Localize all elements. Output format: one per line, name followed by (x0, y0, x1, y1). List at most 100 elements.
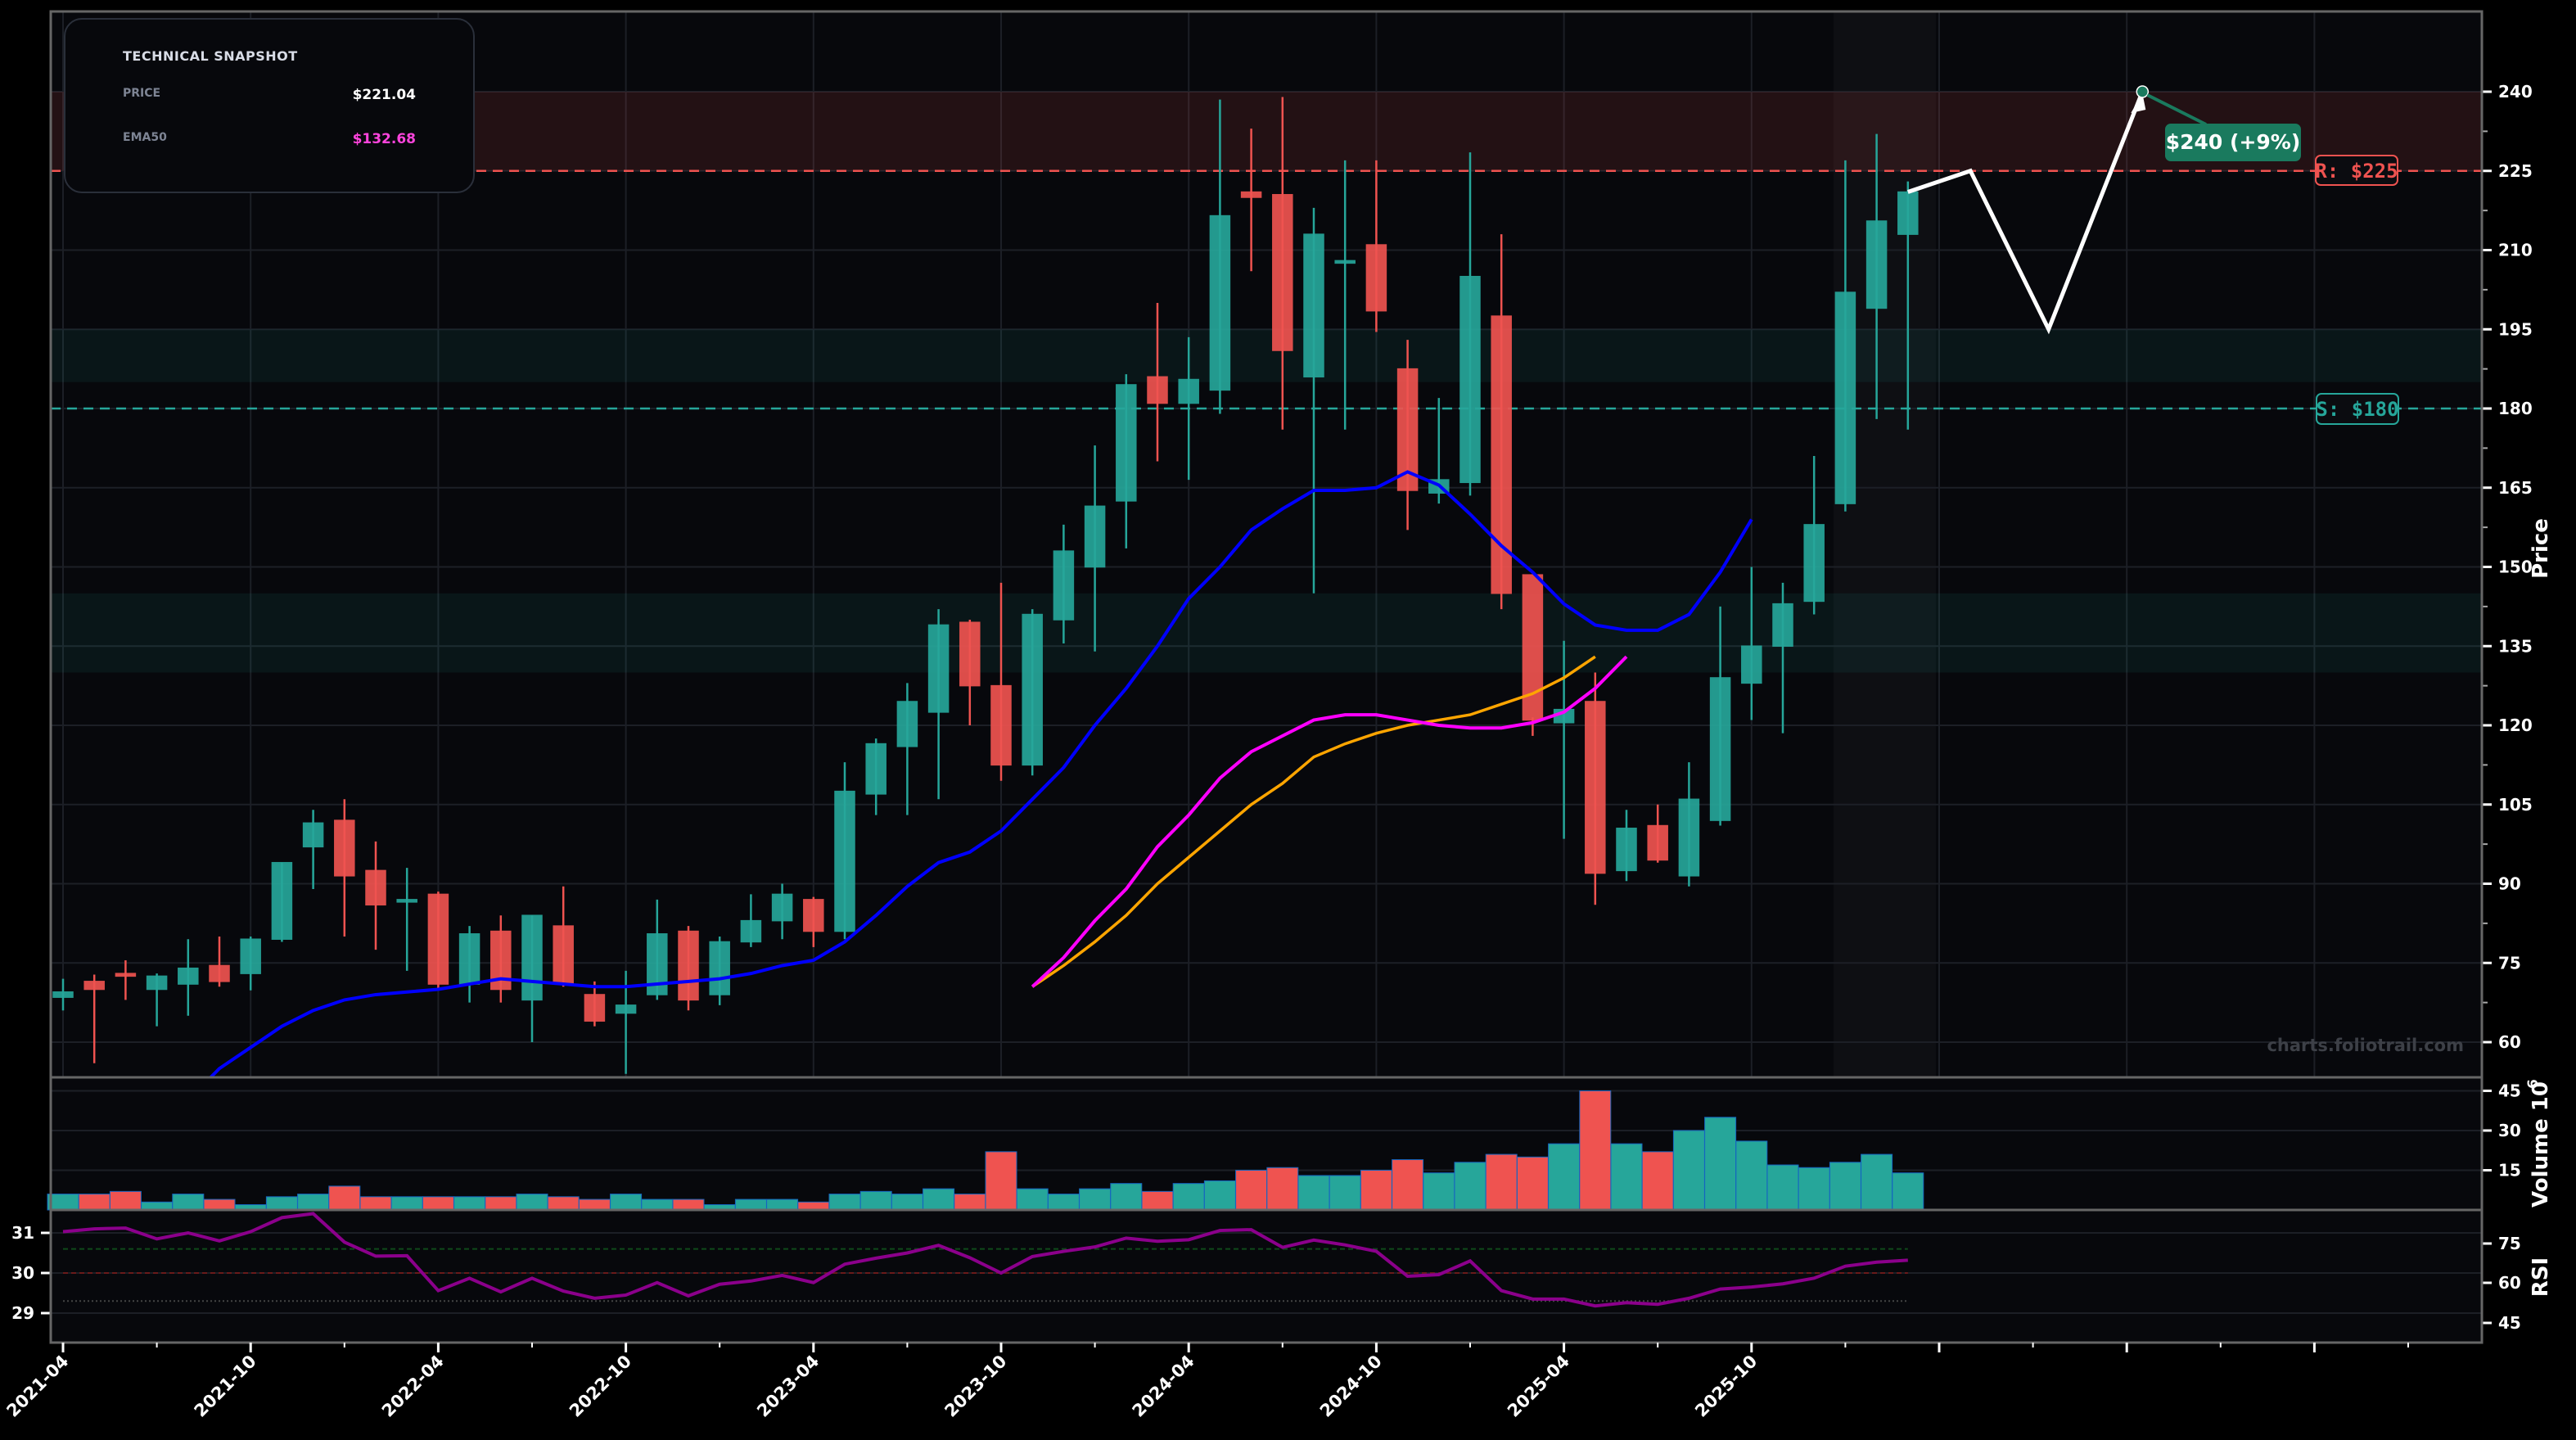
volume-bar (1172, 1183, 1205, 1211)
volume-bar (891, 1194, 923, 1211)
candle (1772, 603, 1793, 648)
candle (83, 981, 105, 991)
support-zone (51, 329, 2482, 382)
x-tick-label: 2025-10 (1691, 1352, 1761, 1421)
volume-bar (265, 1196, 298, 1211)
volume-bar (954, 1194, 986, 1211)
svg-text:$240 (+9%): $240 (+9%) (2166, 130, 2301, 154)
candle (1303, 233, 1324, 378)
volume-bar (1641, 1151, 1674, 1211)
price-panel: $240 (+9%) R: $225 S: $180 charts.foliotrai… (51, 11, 2553, 1343)
svg-text:165: 165 (2498, 478, 2533, 498)
x-tick-label: 2023-04 (753, 1352, 823, 1421)
candle (115, 973, 137, 977)
volume-bar (78, 1194, 111, 1211)
ema50-value: $132.68 (352, 131, 416, 147)
x-tick-label: 2022-10 (566, 1352, 635, 1421)
volume-bar (1454, 1162, 1487, 1211)
volume-bar (610, 1194, 643, 1211)
volume-bar (390, 1196, 423, 1211)
svg-text:30: 30 (11, 1263, 34, 1283)
watermark: charts.foliotrail.com (2267, 1036, 2464, 1055)
candle (209, 964, 230, 982)
volume-bar (985, 1151, 1017, 1211)
candle (302, 822, 324, 848)
x-tick-label: 2022-04 (378, 1352, 448, 1421)
svg-text:105: 105 (2498, 795, 2533, 815)
volume-bar (1047, 1194, 1080, 1211)
candle (803, 899, 824, 932)
volume-bar (1203, 1180, 1236, 1211)
candle (740, 919, 762, 943)
x-tick-label: 2025-04 (1504, 1352, 1573, 1421)
candle (1396, 368, 1419, 491)
resistance-label (2315, 155, 2398, 186)
svg-text:31: 31 (11, 1223, 34, 1243)
candle (709, 941, 730, 995)
candle (52, 991, 74, 998)
volume-bar (1141, 1190, 1174, 1211)
candle (521, 914, 543, 1001)
volume-bar (1079, 1188, 1112, 1211)
svg-text:Price: Price (2529, 518, 2553, 579)
svg-text:60: 60 (2498, 1032, 2521, 1052)
volume-bar (1672, 1130, 1705, 1211)
volume-bar (1766, 1164, 1799, 1211)
x-tick-label: 2021-10 (191, 1352, 260, 1421)
volume-bar (328, 1185, 361, 1211)
volume-bar (828, 1194, 861, 1211)
candle (146, 975, 168, 991)
candle (584, 994, 606, 1022)
target-marker-icon (2136, 85, 2150, 98)
svg-text:120: 120 (2498, 715, 2533, 735)
volume-bar (923, 1188, 955, 1211)
svg-text:75: 75 (2498, 1234, 2521, 1253)
svg-text:S: $180: S: $180 (2316, 398, 2398, 421)
target-label (2165, 124, 2301, 161)
volume-bar (1392, 1159, 1424, 1211)
svg-text:195: 195 (2498, 319, 2533, 339)
volume-bar (859, 1190, 892, 1211)
candle (1709, 677, 1731, 821)
candle (990, 684, 1012, 766)
volume-bar (453, 1196, 486, 1211)
support-zone (51, 593, 2482, 673)
candle (1272, 194, 1293, 351)
technical-snapshot-panel: TECHNICAL SNAPSHOT PRICE $221.04 EMA50 $… (64, 18, 475, 193)
svg-text:45: 45 (2498, 1081, 2521, 1100)
svg-text:15: 15 (2498, 1160, 2521, 1180)
volume-bar (578, 1198, 611, 1211)
candle (865, 743, 886, 795)
candle (1178, 378, 1199, 404)
volume-bar (1360, 1169, 1392, 1211)
volume-bar (766, 1198, 799, 1211)
volume-bar (1704, 1117, 1737, 1211)
volume-bar (1110, 1183, 1143, 1211)
volume-bar (1423, 1172, 1455, 1211)
volume-bar (1297, 1175, 1330, 1211)
volume-bar (1735, 1140, 1768, 1211)
svg-text:29: 29 (11, 1303, 34, 1323)
candle (1116, 384, 1137, 502)
projection-path (1907, 91, 2145, 335)
svg-text:135: 135 (2498, 636, 2533, 656)
candle (1678, 798, 1700, 877)
svg-text:6: 6 (2525, 1079, 2542, 1089)
volume-panel: 15 30 45 Volume 106 (47, 1077, 2553, 1211)
svg-text:90: 90 (2498, 874, 2521, 894)
candle (834, 790, 855, 932)
candle (1834, 291, 1856, 504)
candle (1459, 276, 1481, 484)
candle (1897, 191, 1919, 235)
svg-text:60: 60 (2498, 1273, 2521, 1293)
rsi-line (62, 1212, 1908, 1308)
svg-text:75: 75 (2498, 953, 2521, 973)
volume-bar (297, 1194, 330, 1211)
candle (334, 819, 355, 877)
volume-bar (1798, 1167, 1830, 1211)
candle (678, 930, 699, 1001)
candle (1147, 376, 1168, 404)
candle (1022, 613, 1043, 766)
candle (1803, 524, 1825, 603)
